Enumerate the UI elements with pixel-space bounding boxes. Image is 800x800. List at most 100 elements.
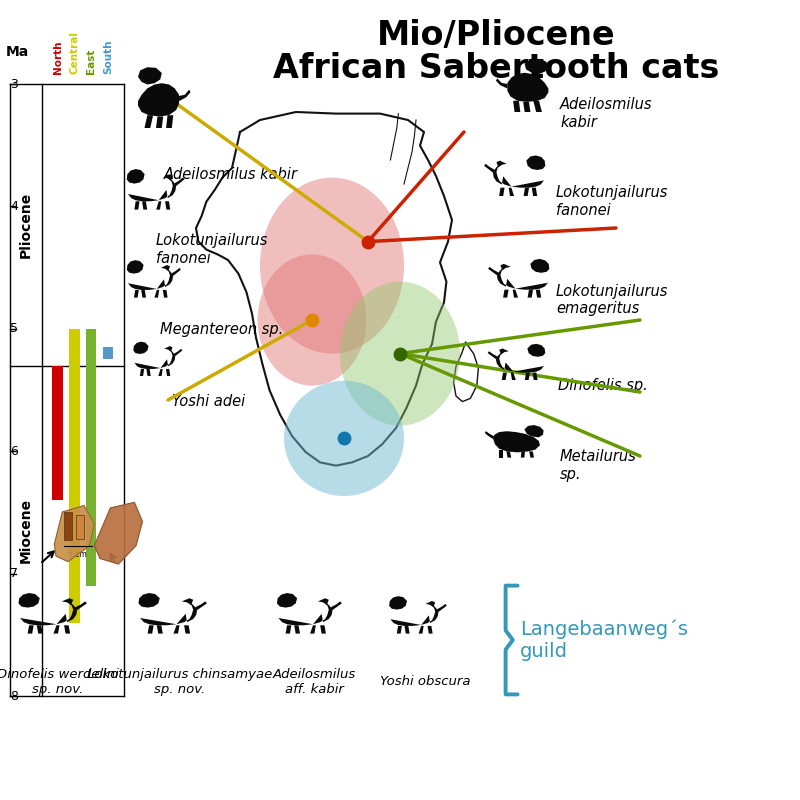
Polygon shape [54,626,59,634]
Polygon shape [163,290,168,298]
Bar [69,329,79,622]
Polygon shape [128,174,176,202]
Polygon shape [171,268,181,277]
Polygon shape [488,351,498,359]
Polygon shape [427,626,433,634]
Text: 5: 5 [10,322,18,335]
Text: Ma: Ma [6,45,30,59]
Polygon shape [389,596,407,610]
Polygon shape [530,451,534,458]
Polygon shape [524,188,529,196]
Polygon shape [397,626,402,634]
Polygon shape [390,601,438,626]
Text: Adeilosmilus
aff. kabir: Adeilosmilus aff. kabir [273,667,356,695]
Bar [86,329,97,586]
Text: Adeilosmilus kabir: Adeilosmilus kabir [164,167,298,182]
Text: Dinofelis werdelini
sp. nov.: Dinofelis werdelini sp. nov. [0,667,118,695]
Polygon shape [140,598,197,626]
Text: 3: 3 [10,78,18,90]
Polygon shape [37,626,43,634]
Polygon shape [530,259,550,273]
Polygon shape [158,369,162,376]
Text: 5 cm: 5 cm [68,550,87,559]
Polygon shape [134,346,175,369]
Polygon shape [488,267,499,276]
Polygon shape [513,101,520,112]
Polygon shape [18,593,40,608]
Polygon shape [278,598,333,626]
Polygon shape [523,102,530,112]
Polygon shape [138,593,160,608]
Polygon shape [533,373,538,380]
Ellipse shape [340,282,460,426]
Polygon shape [510,373,516,380]
Polygon shape [330,602,342,610]
Polygon shape [94,502,142,564]
Text: Yoshi obscura: Yoshi obscura [380,675,471,688]
Polygon shape [532,188,538,196]
Polygon shape [154,290,159,298]
Polygon shape [134,202,139,210]
Text: Pliocene: Pliocene [18,192,33,258]
Bar [76,515,84,539]
Polygon shape [147,626,154,634]
Polygon shape [194,602,207,610]
Polygon shape [320,626,326,634]
Polygon shape [536,290,542,298]
Polygon shape [20,598,77,626]
Polygon shape [507,73,549,102]
Polygon shape [157,626,163,634]
Polygon shape [437,604,446,613]
Polygon shape [525,373,530,380]
Polygon shape [496,349,544,373]
Polygon shape [128,265,173,290]
Text: 8: 8 [10,690,18,702]
Polygon shape [527,344,546,357]
Polygon shape [138,67,162,85]
Polygon shape [496,78,507,89]
Text: Megantereon sp.: Megantereon sp. [160,322,283,337]
Polygon shape [286,626,291,634]
Polygon shape [165,202,170,210]
Text: Lokotunjailurus
fanonei: Lokotunjailurus fanonei [156,234,268,266]
Polygon shape [126,169,145,184]
Polygon shape [140,369,144,376]
Bar [64,512,72,540]
Polygon shape [27,626,34,634]
Polygon shape [310,626,316,634]
Polygon shape [174,349,182,357]
Polygon shape [156,117,163,128]
Ellipse shape [284,381,404,496]
Polygon shape [405,626,410,634]
Polygon shape [502,373,507,380]
Text: Lokotunjailurus
emageritus: Lokotunjailurus emageritus [556,284,668,316]
Polygon shape [277,593,297,608]
Bar [52,366,62,500]
Ellipse shape [258,254,366,386]
Polygon shape [134,342,149,354]
Polygon shape [166,115,174,128]
Polygon shape [184,626,190,634]
Polygon shape [499,450,502,458]
Text: North: North [53,41,62,74]
Polygon shape [418,626,424,634]
Text: Dinofelis sp.: Dinofelis sp. [558,378,648,393]
Text: Lokotunjailurus chinsamyae
sp. nov.: Lokotunjailurus chinsamyae sp. nov. [87,667,273,695]
Text: Metailurus
sp.: Metailurus sp. [560,450,637,482]
Polygon shape [145,115,153,128]
Polygon shape [74,602,87,610]
Polygon shape [484,164,495,173]
Polygon shape [509,188,514,196]
Polygon shape [521,451,525,458]
Polygon shape [526,155,546,170]
Text: Yoshi adei: Yoshi adei [172,394,246,409]
Text: Lokotunjailurus
fanonei: Lokotunjailurus fanonei [556,186,668,218]
Text: 6: 6 [10,445,18,458]
Text: South: South [103,40,113,74]
Text: Adeilosmilus
kabir: Adeilosmilus kabir [560,98,653,130]
Polygon shape [174,178,184,186]
Polygon shape [141,290,146,298]
Polygon shape [138,83,179,117]
Polygon shape [493,161,544,188]
Polygon shape [166,369,170,376]
